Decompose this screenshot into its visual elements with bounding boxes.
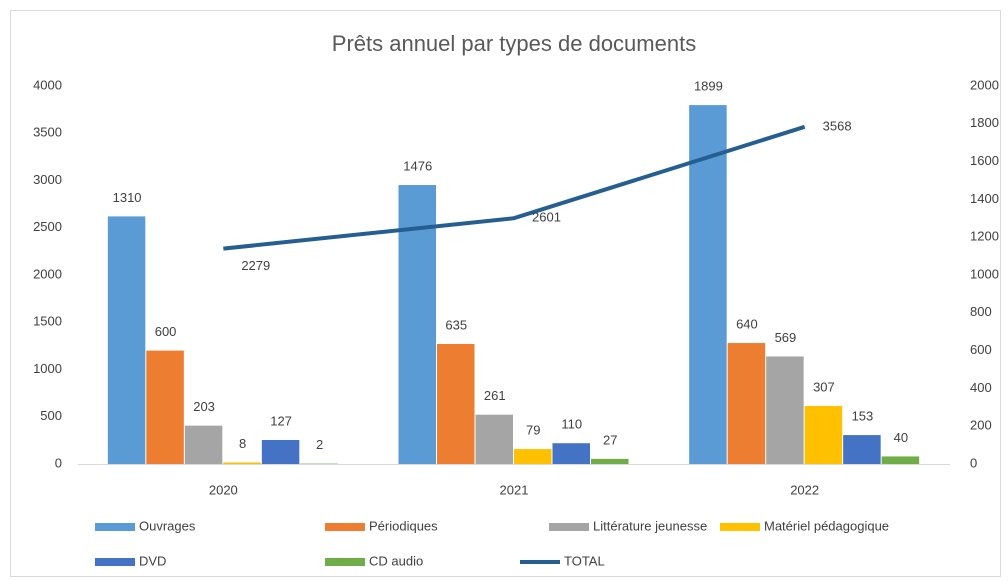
legend-swatch <box>325 523 365 531</box>
x-tick-label: 2022 <box>790 482 819 497</box>
data-label: 27 <box>603 432 617 447</box>
data-label: 1899 <box>694 79 723 94</box>
y2-tick-label: 1600 <box>970 153 999 168</box>
bar <box>552 443 590 464</box>
y2-tick-label: 800 <box>970 304 992 319</box>
legend-label: TOTAL <box>564 553 605 568</box>
data-label: 569 <box>775 330 797 345</box>
x-tick-label: 2020 <box>209 482 238 497</box>
x-tick-label: 2021 <box>500 482 529 497</box>
data-label: 8 <box>239 436 246 451</box>
y2-tick-label: 1000 <box>970 266 999 281</box>
chart-border <box>10 10 1001 577</box>
bar <box>261 439 300 464</box>
data-label: 79 <box>526 423 540 438</box>
y2-tick-label: 0 <box>970 455 977 470</box>
data-label: 600 <box>155 324 177 339</box>
data-label: 203 <box>193 399 215 414</box>
data-label: 3568 <box>823 118 852 133</box>
legend-label: CD audio <box>369 553 423 568</box>
line <box>223 124 806 251</box>
y-tick-label: 2000 <box>33 266 62 281</box>
legend-label: Matériel pédagogique <box>764 518 889 533</box>
data-label: 2 <box>316 437 323 452</box>
bar <box>437 343 475 464</box>
bar <box>223 462 261 464</box>
bar <box>843 435 881 464</box>
y-tick-label: 2500 <box>33 219 62 234</box>
data-label: 635 <box>445 317 467 332</box>
legend-label: DVD <box>139 553 166 568</box>
y2-tick-label: 1400 <box>970 191 999 206</box>
bar <box>514 449 552 464</box>
data-label: 153 <box>852 409 874 424</box>
bar <box>881 456 920 464</box>
y-tick-label: 500 <box>40 408 62 423</box>
data-label: 307 <box>813 379 835 394</box>
bar <box>184 425 223 464</box>
data-label: 261 <box>484 388 506 403</box>
legend-swatch <box>549 523 589 531</box>
bar <box>107 216 146 464</box>
y2-tick-label: 400 <box>970 380 992 395</box>
y2-tick-label: 600 <box>970 342 992 357</box>
legend-swatch <box>325 558 365 566</box>
legend-label: Périodiques <box>369 518 438 533</box>
bar <box>804 405 843 464</box>
bar <box>689 105 727 465</box>
legend-swatch <box>95 523 135 531</box>
data-label: 127 <box>270 413 292 428</box>
bar <box>475 414 513 464</box>
data-label: 2601 <box>532 210 561 225</box>
data-label: 110 <box>561 417 582 432</box>
bar <box>727 343 766 464</box>
data-label: 40 <box>894 430 908 445</box>
bar <box>146 350 184 464</box>
y-tick-label: 1000 <box>33 361 62 376</box>
bar <box>766 356 804 464</box>
y-tick-label: 4000 <box>33 77 62 92</box>
data-label: 1476 <box>403 158 432 173</box>
legend-swatch <box>95 558 135 566</box>
legend-label: Ouvrages <box>139 518 196 533</box>
y-tick-label: 3500 <box>33 125 62 140</box>
y-tick-label: 1500 <box>33 314 62 329</box>
chart-title: Prêts annuel par types de documents <box>332 31 696 56</box>
data-label: 1310 <box>113 190 142 205</box>
y2-tick-label: 1200 <box>970 229 999 244</box>
data-label: 640 <box>736 316 758 331</box>
bar <box>591 458 629 464</box>
y2-tick-label: 200 <box>970 418 992 433</box>
legend-label: Littérature jeunesse <box>593 518 707 533</box>
y2-tick-label: 2000 <box>970 77 999 92</box>
y2-tick-label: 1800 <box>970 115 999 130</box>
y-tick-label: 0 <box>55 455 62 470</box>
data-label: 2279 <box>241 258 270 273</box>
legend-swatch <box>720 523 760 531</box>
y-tick-label: 3000 <box>33 172 62 187</box>
